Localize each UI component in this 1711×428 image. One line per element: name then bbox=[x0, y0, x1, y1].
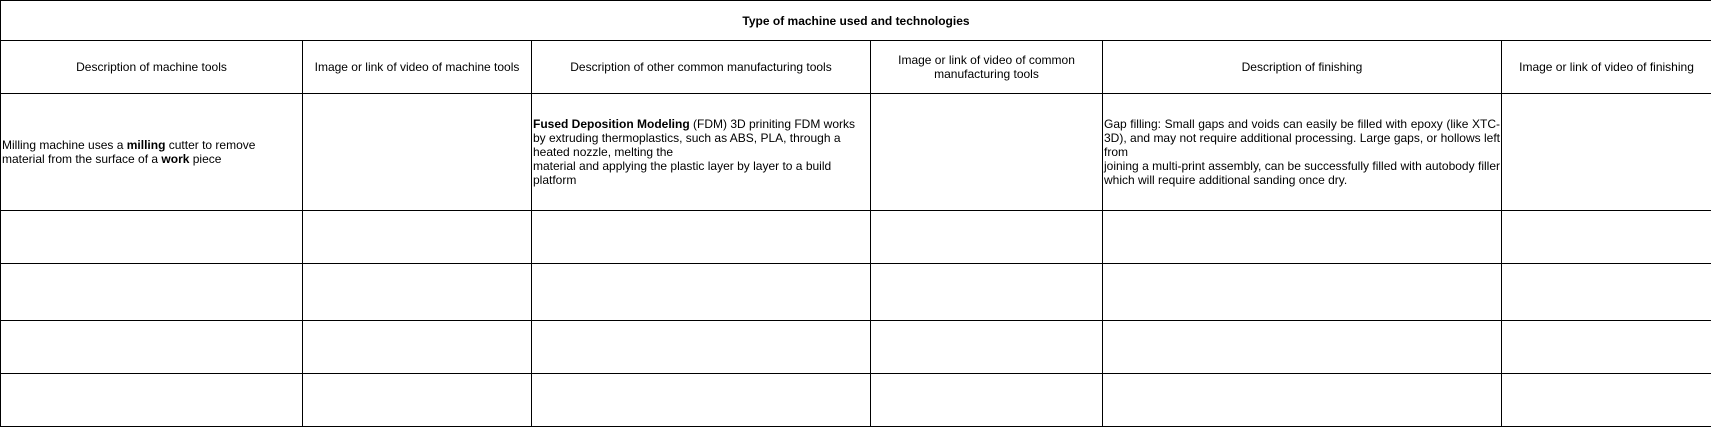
empty-cell[interactable] bbox=[870, 263, 1103, 321]
table-row bbox=[0, 373, 1711, 427]
empty-cell[interactable] bbox=[302, 263, 532, 321]
empty-cell[interactable] bbox=[531, 320, 871, 374]
table-row bbox=[0, 210, 1711, 264]
cell-machine-media[interactable] bbox=[302, 93, 532, 211]
machine-text-2: cutter to remove material from the surfa… bbox=[2, 138, 256, 166]
cell-machine-description[interactable]: Milling machine uses a milling cutter to… bbox=[0, 93, 303, 211]
machine-text-3: piece bbox=[189, 152, 222, 166]
empty-cell[interactable] bbox=[0, 373, 303, 427]
table-row bbox=[0, 320, 1711, 374]
empty-cell[interactable] bbox=[531, 373, 871, 427]
cell-finishing-description[interactable]: Gap filling: Small gaps and voids can ea… bbox=[1102, 93, 1502, 211]
common-bold-fdm: Fused Deposition Modeling bbox=[533, 117, 690, 131]
cell-finishing-media[interactable] bbox=[1501, 93, 1711, 211]
header-machine-description[interactable]: Description of machine tools bbox=[0, 40, 303, 94]
machine-text-1: Milling machine uses a bbox=[2, 138, 127, 152]
empty-cell[interactable] bbox=[1102, 263, 1502, 321]
empty-cell[interactable] bbox=[531, 210, 871, 264]
empty-cell[interactable] bbox=[1102, 373, 1502, 427]
table-row: Milling machine uses a milling cutter to… bbox=[0, 93, 1711, 211]
common-text-2: material and applying the plastic layer … bbox=[533, 159, 832, 187]
header-finishing-media[interactable]: Image or link of video of finishing bbox=[1501, 40, 1711, 94]
table-title-row: Type of machine used and technologies bbox=[0, 0, 1711, 41]
empty-cell[interactable] bbox=[302, 373, 532, 427]
header-finishing-description[interactable]: Description of finishing bbox=[1102, 40, 1502, 94]
finishing-text-2: joining a multi-print assembly, can be s… bbox=[1104, 159, 1500, 187]
empty-cell[interactable] bbox=[1501, 320, 1711, 374]
empty-cell[interactable] bbox=[1102, 210, 1502, 264]
empty-cell[interactable] bbox=[0, 263, 303, 321]
empty-cell[interactable] bbox=[0, 210, 303, 264]
header-common-description[interactable]: Description of other common manufacturin… bbox=[531, 40, 871, 94]
empty-cell[interactable] bbox=[870, 210, 1103, 264]
machine-bold-work: work bbox=[161, 152, 190, 166]
empty-cell[interactable] bbox=[302, 210, 532, 264]
cell-common-media[interactable] bbox=[870, 93, 1103, 211]
empty-cell[interactable] bbox=[870, 373, 1103, 427]
table-header-row: Description of machine tools Image or li… bbox=[0, 40, 1711, 94]
empty-cell[interactable] bbox=[1102, 320, 1502, 374]
empty-cell[interactable] bbox=[870, 320, 1103, 374]
empty-cell[interactable] bbox=[1501, 210, 1711, 264]
empty-cell[interactable] bbox=[531, 263, 871, 321]
empty-cell[interactable] bbox=[0, 320, 303, 374]
empty-cell[interactable] bbox=[1501, 373, 1711, 427]
machine-bold-milling: milling bbox=[126, 138, 166, 152]
empty-cell[interactable] bbox=[1501, 263, 1711, 321]
finishing-text-1: Gap filling: Small gaps and voids can ea… bbox=[1104, 117, 1500, 159]
header-machine-media[interactable]: Image or link of video of machine tools bbox=[302, 40, 532, 94]
empty-cell[interactable] bbox=[302, 320, 532, 374]
cell-common-description[interactable]: Fused Deposition Modeling (FDM) 3D prini… bbox=[531, 93, 871, 211]
table-title[interactable]: Type of machine used and technologies bbox=[0, 0, 1711, 41]
common-text-1: (FDM) 3D priniting FDM works by extrudin… bbox=[533, 117, 856, 159]
table-row bbox=[0, 263, 1711, 321]
header-common-media[interactable]: Image or link of video of common manufac… bbox=[870, 40, 1103, 94]
